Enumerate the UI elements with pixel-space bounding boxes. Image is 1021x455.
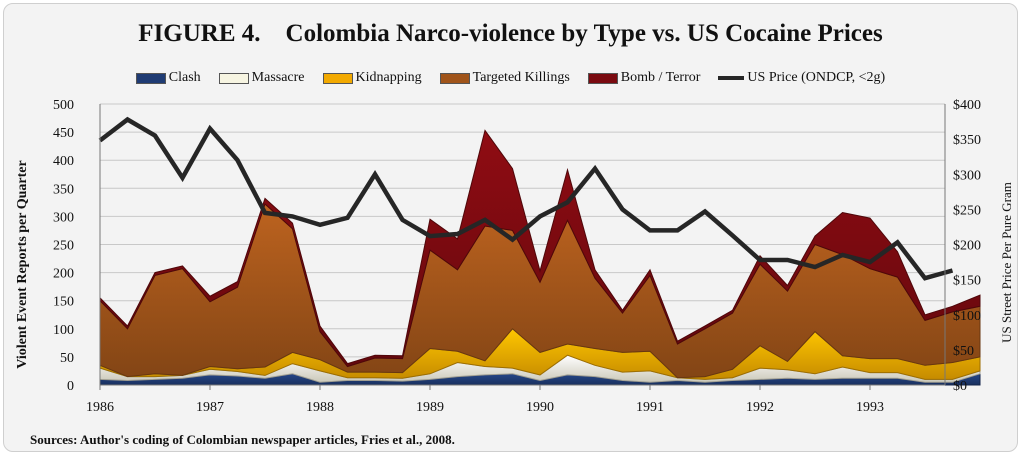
y2-tick-label: $400 [953,98,981,113]
y2-tick-label: $350 [953,133,981,148]
legend-item-targeted-killings: Targeted Killings [439,70,570,86]
legend-label-targeted-killings: Targeted Killings [472,70,570,85]
y2-tick-label: $0 [953,379,967,394]
y2-tick-label: $50 [953,344,974,359]
y-tick-label: 250 [53,239,74,254]
legend-item-massacre: Massacre [218,70,305,86]
y-tick-label: 300 [53,210,74,225]
y2-tick-label: $250 [953,203,981,218]
y-tick-label: 450 [53,126,74,141]
y-tick-label: 150 [53,295,74,310]
legend-swatch-clash [135,72,166,84]
legend-swatch-bomb-terror [587,72,618,84]
y2-tick-label: $300 [953,168,981,183]
y2-tick-label: $200 [953,239,981,254]
x-tick-label: 1991 [636,400,664,415]
y-tick-label: 100 [53,323,74,338]
chart-source-note: Sources: Author's coding of Colombian ne… [30,432,455,447]
x-tick-label: 1993 [856,400,884,415]
legend-swatch-targeted-killings [439,72,470,84]
x-tick-label: 1988 [306,400,334,415]
legend-swatch-massacre [218,72,249,84]
x-tick-label: 1992 [746,400,774,415]
area-bomb-terror [99,129,981,368]
y-axis-title: Violent Event Reports per Quarter [15,160,30,368]
x-tick-label: 1990 [526,400,554,415]
legend-item-clash: Clash [135,70,201,86]
x-tick-label: 1989 [416,400,444,415]
plot-area: 0 50 100 150 200 250 300 350 400 450 500 $0 $50 $100 $… [15,98,1014,415]
legend-label-bomb-terror: Bomb / Terror [620,70,701,85]
y2-tick-label: $150 [953,274,981,289]
legend-label-kidnapping: Kidnapping [355,70,422,85]
legend-item-us-price: US Price (ONDCP, <2g) [718,70,885,86]
legend-swatch-kidnapping [322,72,353,84]
line-us-price [98,116,954,281]
y-tick-label: 350 [53,182,74,197]
y-tick-label: 0 [67,379,74,394]
legend-label-massacre: Massacre [251,70,305,85]
y-tick-label: 50 [60,351,74,366]
legend-label-us-price: US Price (ONDCP, <2g) [747,70,886,85]
legend-item-kidnapping: Kidnapping [322,70,422,86]
y2-axis-title: US Street Price Per Pure Gram [999,182,1014,343]
x-tick-label: 1986 [86,400,114,415]
y-tick-label: 200 [53,267,74,282]
y-tick-label: 500 [53,98,74,113]
chart-legend: Clash Massacre Kidnapping Targeted Killi… [4,70,1017,86]
y2-tick-label: $100 [953,309,981,324]
y-tick-label: 400 [53,154,74,169]
x-tick-label: 1987 [196,400,224,415]
chart-title: FIGURE 4. Colombia Narco-violence by Typ… [138,20,883,47]
legend-item-bomb-terror: Bomb / Terror [587,70,701,86]
legend-swatch-us-price [718,76,745,80]
legend-label-clash: Clash [168,70,201,85]
